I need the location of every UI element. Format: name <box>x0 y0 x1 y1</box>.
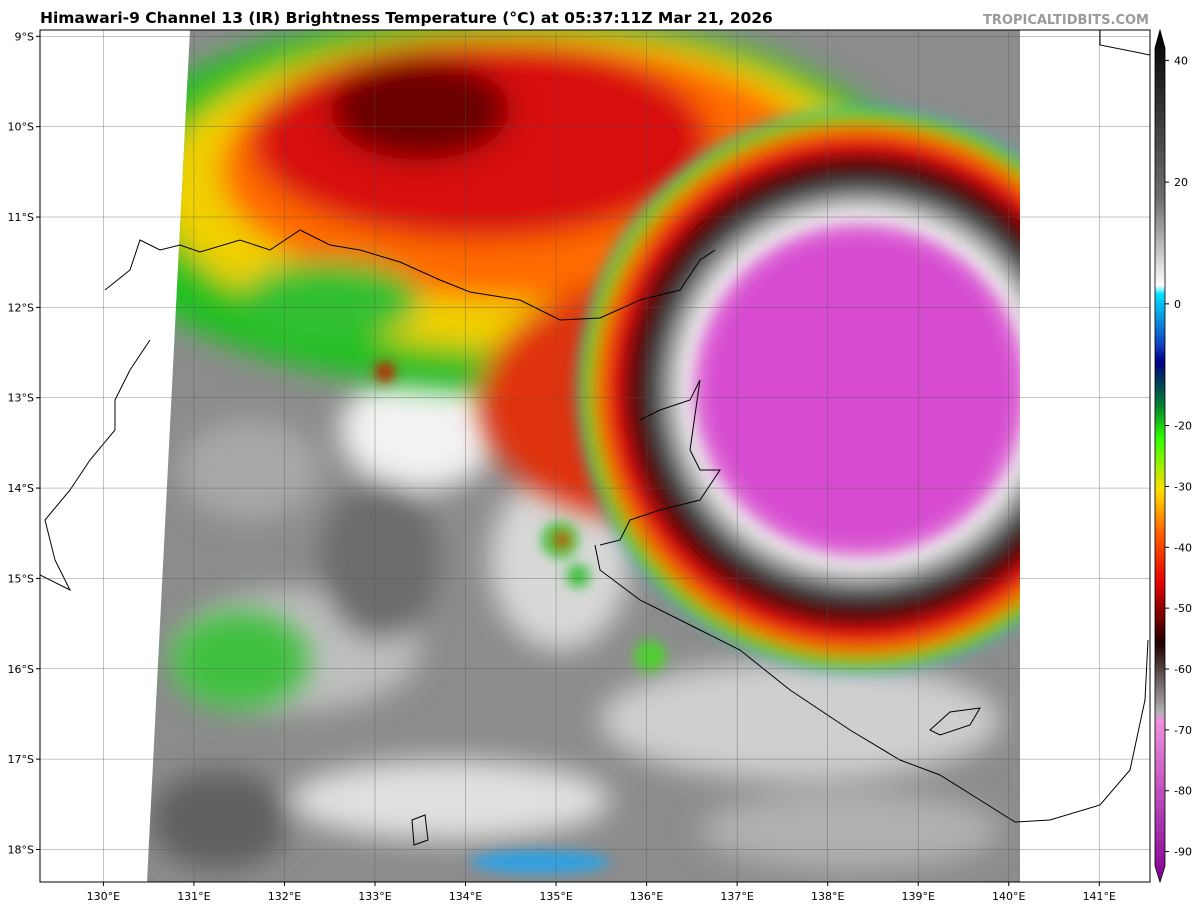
map-frame <box>39 29 1151 883</box>
lat-tick-label: 9°S <box>15 30 34 43</box>
lon-tick-label: 131°E <box>177 890 210 903</box>
lon-tick-label: 140°E <box>992 890 1025 903</box>
lon-tick-label: 134°E <box>449 890 482 903</box>
colorbar-tick-label: -30 <box>1174 480 1192 493</box>
colorbar-tick-label: -90 <box>1174 846 1192 859</box>
lon-tick-label: 141°E <box>1083 890 1116 903</box>
lat-tick-label: 15°S <box>8 572 34 585</box>
colorbar: 40 20 0 -20 -30 -40 -50 -60 -70 -80 -90 <box>1154 28 1192 884</box>
lon-tick-label: 136°E <box>630 890 663 903</box>
lat-tick-label: 18°S <box>8 843 34 856</box>
lon-tick-label: 137°E <box>720 890 753 903</box>
cloud-patches <box>150 370 1000 870</box>
small-cells <box>375 362 666 874</box>
lon-tick-label: 130°E <box>87 890 120 903</box>
colorbar-tick-label: -70 <box>1174 724 1192 737</box>
colorbar-tick-label: -60 <box>1174 663 1192 676</box>
cyclone <box>570 100 1020 680</box>
lat-tick-label: 10°S <box>8 121 34 134</box>
credit: TROPICALTIDBITS.COM <box>983 13 1149 28</box>
lon-tick-label: 132°E <box>268 890 301 903</box>
colorbar-scale <box>1154 28 1166 884</box>
graticule <box>40 30 1150 882</box>
lat-tick-label: 11°S <box>8 211 34 224</box>
colorbar-tick-label: 20 <box>1174 176 1188 189</box>
lon-tick-label: 139°E <box>901 890 934 903</box>
colorbar-tick-label: -50 <box>1174 602 1192 615</box>
lon-tick-label: 138°E <box>811 890 844 903</box>
colorbar-tick-label: -20 <box>1174 420 1192 433</box>
lat-tick-label: 16°S <box>8 663 34 676</box>
colorbar-tick-label: 40 <box>1174 54 1188 67</box>
colorbar-tick-label: -80 <box>1174 785 1192 798</box>
lon-tick-label: 133°E <box>358 890 391 903</box>
lat-tick-label: 12°S <box>8 301 34 314</box>
colorbar-tick-label: 0 <box>1174 298 1181 311</box>
coastlines <box>40 30 1150 846</box>
colorbar-tick-label: -40 <box>1174 541 1192 554</box>
lat-tick-label: 14°S <box>8 482 34 495</box>
lon-tick-label: 135°E <box>539 890 572 903</box>
title: Himawari-9 Channel 13 (IR) Brightness Te… <box>40 9 773 27</box>
satellite-swath <box>147 30 1020 882</box>
lat-tick-label: 17°S <box>8 753 34 766</box>
lat-tick-label: 13°S <box>8 392 34 405</box>
imagery <box>40 30 1150 882</box>
